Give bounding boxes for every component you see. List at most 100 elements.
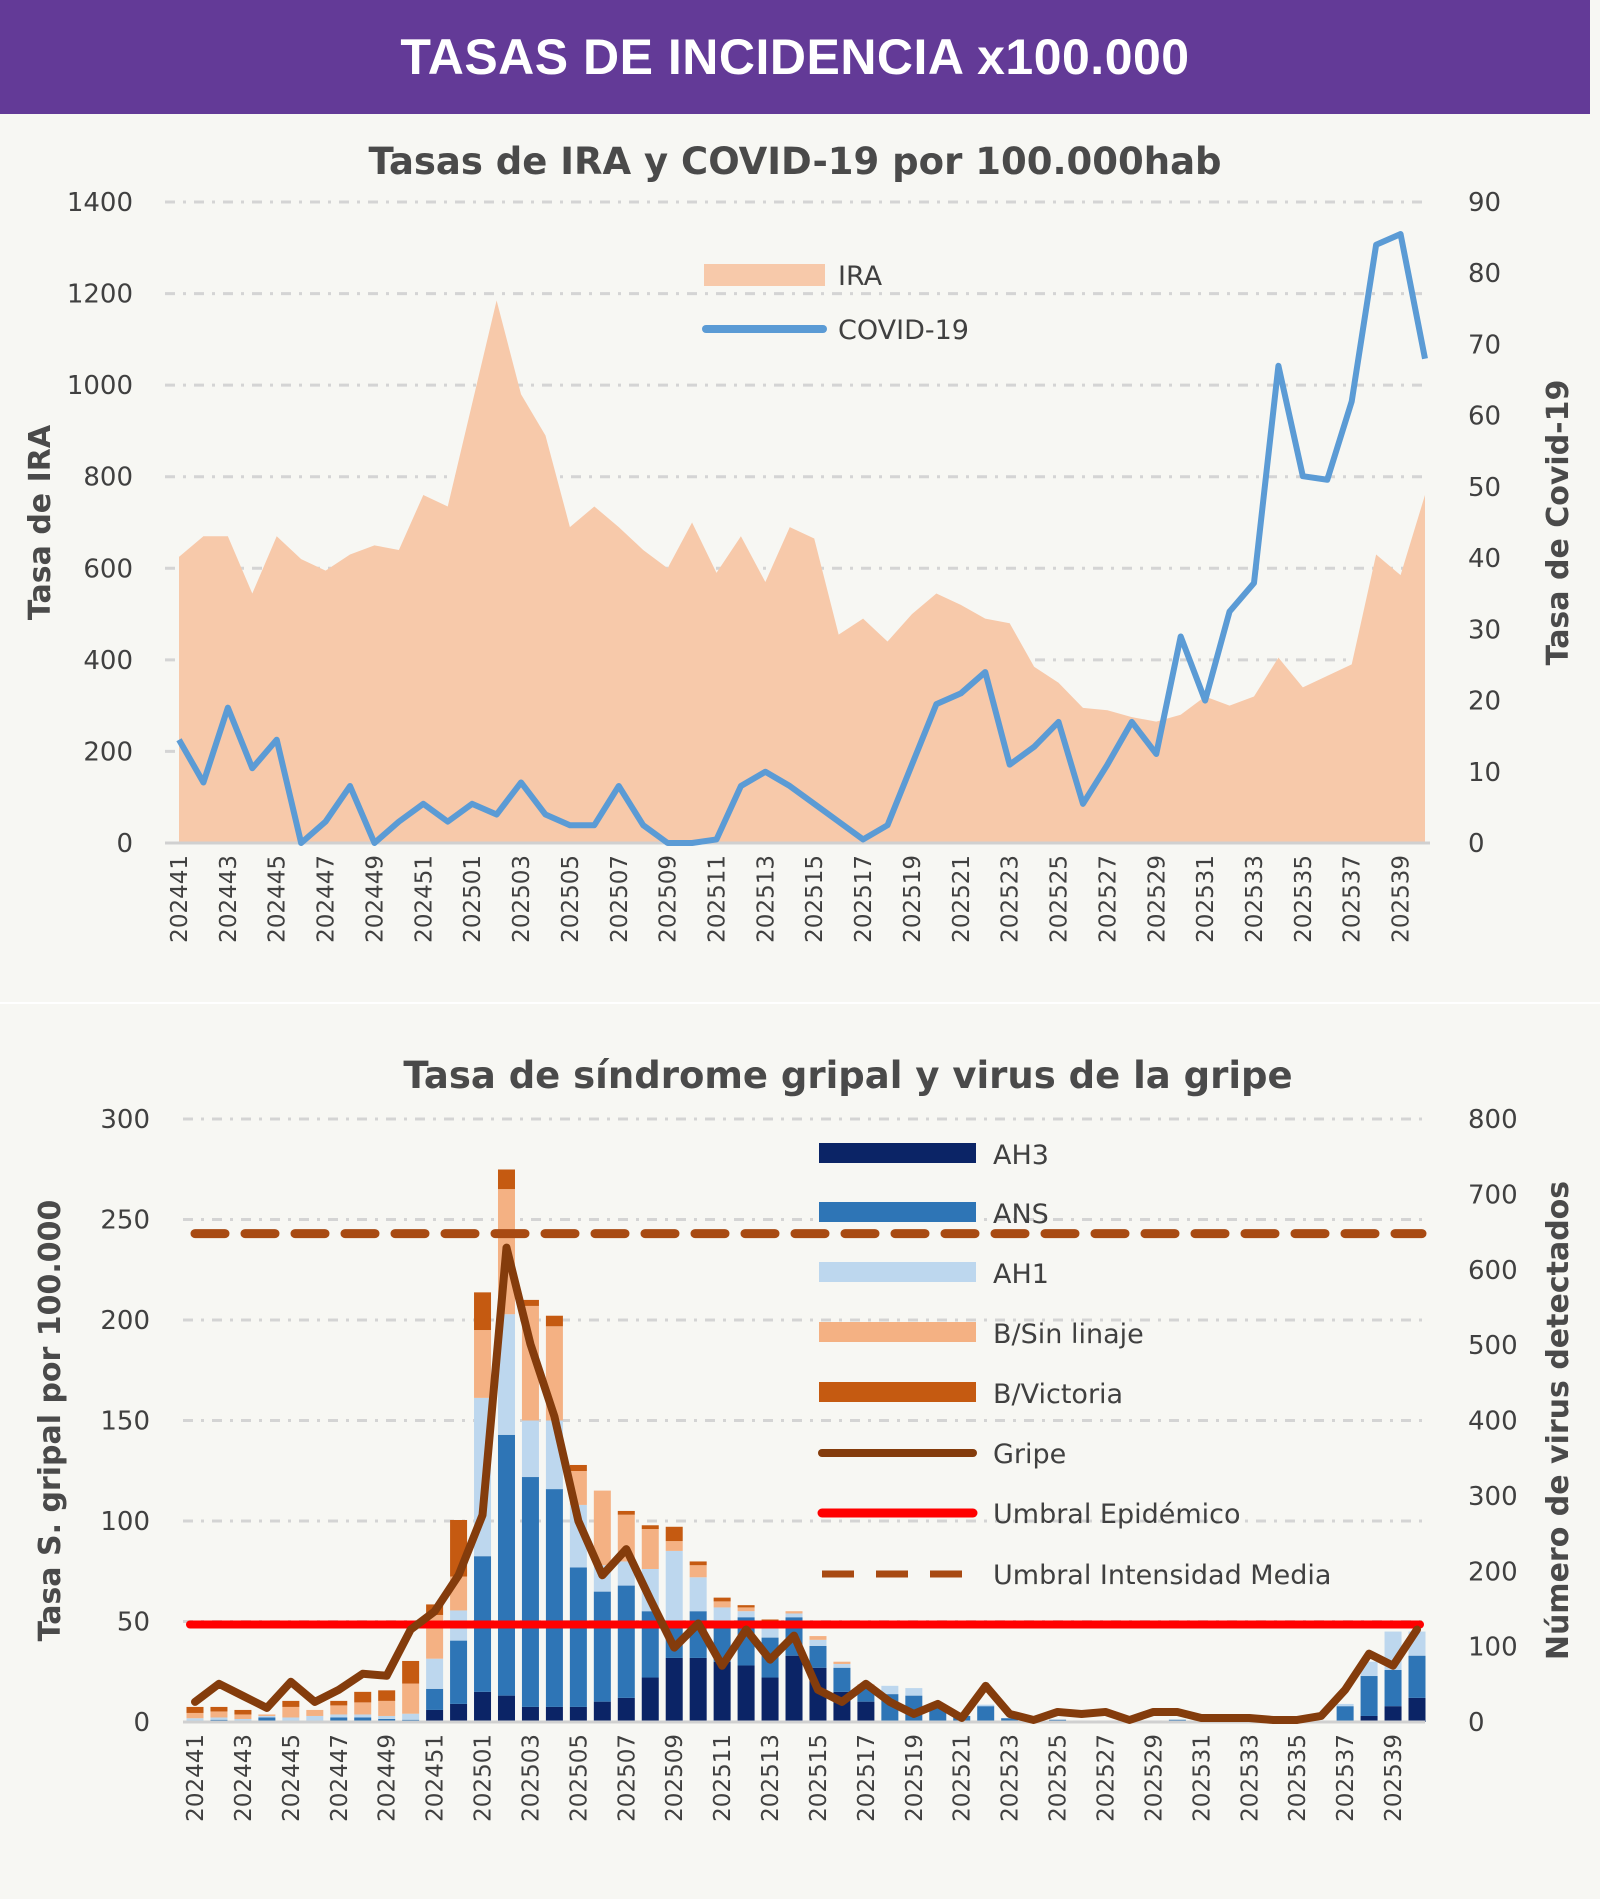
y2-axis-label: Tasa de Covid-19 bbox=[1541, 380, 1576, 666]
legend-label: Umbral Epidémico bbox=[993, 1499, 1241, 1530]
bar-b-sin-linaje bbox=[665, 1541, 683, 1551]
bar-ans bbox=[450, 1640, 468, 1704]
bar-ah1 bbox=[210, 1717, 228, 1720]
bar-ah1 bbox=[569, 1504, 587, 1568]
bar-b-victoria bbox=[234, 1709, 252, 1715]
bar-ah1 bbox=[905, 1688, 923, 1696]
bar-b-sin-linaje bbox=[785, 1611, 803, 1614]
legend-label: Gripe bbox=[993, 1439, 1066, 1470]
x-tick-label: 202509 bbox=[662, 1734, 688, 1822]
chart-title: Tasa de síndrome gripal y virus de la gr… bbox=[403, 1054, 1292, 1097]
bar-b-sin-linaje bbox=[234, 1714, 252, 1719]
x-tick-label: 202517 bbox=[854, 1734, 880, 1822]
bar-ah1 bbox=[761, 1627, 779, 1638]
bar-b-sin-linaje bbox=[330, 1705, 348, 1715]
bar-b-sin-linaje bbox=[593, 1490, 611, 1566]
x-tick-label: 202513 bbox=[753, 855, 779, 943]
y-tick-label: 1400 bbox=[67, 188, 133, 218]
bar-b-victoria bbox=[521, 1299, 539, 1306]
bar-ah3 bbox=[737, 1665, 755, 1722]
bar-ah1 bbox=[521, 1420, 539, 1478]
x-tick-label: 202447 bbox=[327, 1734, 353, 1822]
bar-b-victoria bbox=[354, 1691, 372, 1703]
legend-label-covid: COVID-19 bbox=[838, 315, 969, 346]
bar-ans bbox=[569, 1567, 587, 1707]
legend-swatch-b-sin-linaje bbox=[819, 1322, 976, 1342]
legend-label: B/Victoria bbox=[993, 1379, 1123, 1410]
bar-b-sin-linaje bbox=[210, 1711, 228, 1718]
y-tick-label: 1000 bbox=[67, 371, 133, 401]
bar-ah1 bbox=[617, 1561, 635, 1586]
y2-tick-label: 600 bbox=[1468, 1256, 1518, 1286]
y2-tick-label: 80 bbox=[1468, 259, 1501, 289]
y2-tick-label: 0 bbox=[1468, 829, 1485, 859]
bar-b-sin-linaje bbox=[713, 1601, 731, 1608]
bar-ans bbox=[1384, 1669, 1402, 1707]
bar-ah3 bbox=[497, 1695, 515, 1722]
bar-b-victoria bbox=[378, 1690, 396, 1701]
y2-tick-label: 60 bbox=[1468, 402, 1501, 432]
x-tick-label: 202535 bbox=[1285, 1734, 1311, 1822]
bar-b-sin-linaje bbox=[186, 1712, 204, 1719]
bar-ah3 bbox=[569, 1706, 587, 1722]
x-tick-label: 202527 bbox=[1095, 855, 1121, 943]
bar-ah1 bbox=[881, 1685, 899, 1695]
x-tick-label: 202443 bbox=[231, 1734, 257, 1822]
bar-ans bbox=[1336, 1706, 1354, 1722]
legend-label: B/Sin linaje bbox=[993, 1319, 1144, 1350]
x-tick-label: 202523 bbox=[998, 1734, 1024, 1822]
bar-b-victoria bbox=[665, 1526, 683, 1542]
bar-b-victoria bbox=[186, 1706, 204, 1713]
legend-swatch-ira bbox=[704, 264, 825, 286]
bar-ans bbox=[378, 1718, 396, 1722]
bar-ah1 bbox=[330, 1714, 348, 1718]
y2-tick-label: 200 bbox=[1468, 1557, 1518, 1587]
legend-label: Umbral Intensidad Media bbox=[993, 1560, 1331, 1591]
bar-ah1 bbox=[402, 1713, 420, 1720]
x-tick-label: 202511 bbox=[704, 855, 730, 943]
legend-swatch-ans bbox=[819, 1202, 976, 1222]
x-tick-label: 202507 bbox=[607, 855, 633, 943]
bar-ans bbox=[1408, 1655, 1426, 1698]
y-tick-label: 200 bbox=[83, 737, 133, 767]
y2-tick-label: 300 bbox=[1468, 1482, 1518, 1512]
x-tick-label: 202537 bbox=[1340, 855, 1366, 943]
legend-label: AH3 bbox=[993, 1140, 1049, 1171]
y-tick-label: 150 bbox=[100, 1407, 150, 1437]
bar-ans bbox=[521, 1477, 539, 1707]
bar-b-victoria bbox=[569, 1464, 587, 1472]
bar-ans bbox=[617, 1585, 635, 1698]
y2-tick-label: 70 bbox=[1468, 330, 1501, 360]
bar-b-sin-linaje bbox=[641, 1529, 659, 1569]
x-tick-label: 202451 bbox=[411, 855, 437, 943]
x-tick-label: 202507 bbox=[614, 1734, 640, 1822]
y-tick-label: 300 bbox=[100, 1105, 150, 1135]
y-tick-label: 0 bbox=[116, 829, 133, 859]
bar-ah1 bbox=[497, 1314, 515, 1435]
bar-b-sin-linaje bbox=[354, 1702, 372, 1715]
bar-ah1 bbox=[258, 1715, 276, 1718]
y-tick-label: 50 bbox=[117, 1608, 150, 1638]
y2-tick-label: 50 bbox=[1468, 473, 1501, 503]
x-tick-label: 202511 bbox=[710, 1734, 736, 1822]
y2-tick-label: 0 bbox=[1468, 1708, 1485, 1738]
bar-ah3 bbox=[857, 1701, 875, 1722]
y-tick-label: 200 bbox=[100, 1306, 150, 1336]
bar-b-sin-linaje bbox=[378, 1700, 396, 1716]
ira-area bbox=[179, 300, 1425, 843]
chart-title: Tasas de IRA y COVID-19 por 100.000hab bbox=[368, 140, 1221, 183]
bar-ah1 bbox=[354, 1714, 372, 1718]
y2-tick-label: 40 bbox=[1468, 544, 1501, 574]
legend-label: ANS bbox=[993, 1199, 1049, 1230]
bar-ah1 bbox=[186, 1718, 204, 1721]
bar-ans bbox=[330, 1717, 348, 1721]
bar-b-victoria bbox=[641, 1525, 659, 1530]
bar-ah3 bbox=[450, 1703, 468, 1722]
bar-b-victoria bbox=[474, 1292, 492, 1331]
x-tick-label: 202505 bbox=[566, 1734, 592, 1822]
bar-ah3 bbox=[617, 1697, 635, 1722]
x-tick-label: 202451 bbox=[423, 1734, 449, 1822]
bar-ah1 bbox=[737, 1611, 755, 1618]
bar-ah1 bbox=[378, 1715, 396, 1719]
x-tick-label: 202515 bbox=[806, 1734, 832, 1822]
